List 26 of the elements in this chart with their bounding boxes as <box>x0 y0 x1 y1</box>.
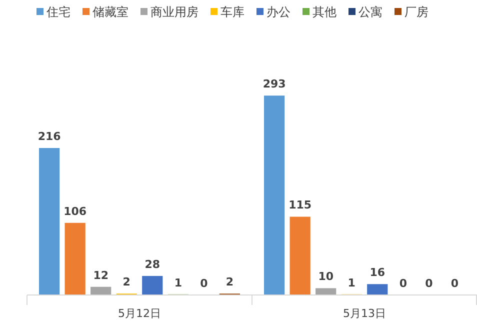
legend-label: 商业用房 <box>150 5 198 19</box>
legend-label: 车库 <box>220 5 244 19</box>
data-label: 0 <box>450 277 459 290</box>
data-label: 2 <box>122 276 130 289</box>
data-label: 293 <box>262 78 286 91</box>
data-label: 1 <box>348 276 356 290</box>
data-label: 106 <box>64 204 87 218</box>
x-tick-label: 5月12日 <box>118 307 161 320</box>
data-label: 0 <box>200 277 208 290</box>
data-label: 10 <box>318 270 334 284</box>
legend-label: 住宅 <box>46 5 70 19</box>
data-label: 28 <box>144 258 160 271</box>
data-label: 12 <box>93 268 108 282</box>
data-label: 0 <box>399 277 408 290</box>
data-label: 0 <box>425 277 434 290</box>
data-label: 216 <box>38 130 62 143</box>
data-label: 115 <box>288 198 312 212</box>
data-label: 16 <box>370 266 386 280</box>
legend-label: 储藏室 <box>92 5 128 19</box>
legend-label: 公寓 <box>358 5 382 19</box>
legend-label: 其他 <box>312 5 336 19</box>
x-tick-label: 5月13日 <box>343 307 386 320</box>
legend-label: 厂房 <box>404 5 428 19</box>
data-label: 2 <box>226 276 234 289</box>
data-label: 1 <box>174 276 182 290</box>
legend-label: 办公 <box>266 5 290 19</box>
